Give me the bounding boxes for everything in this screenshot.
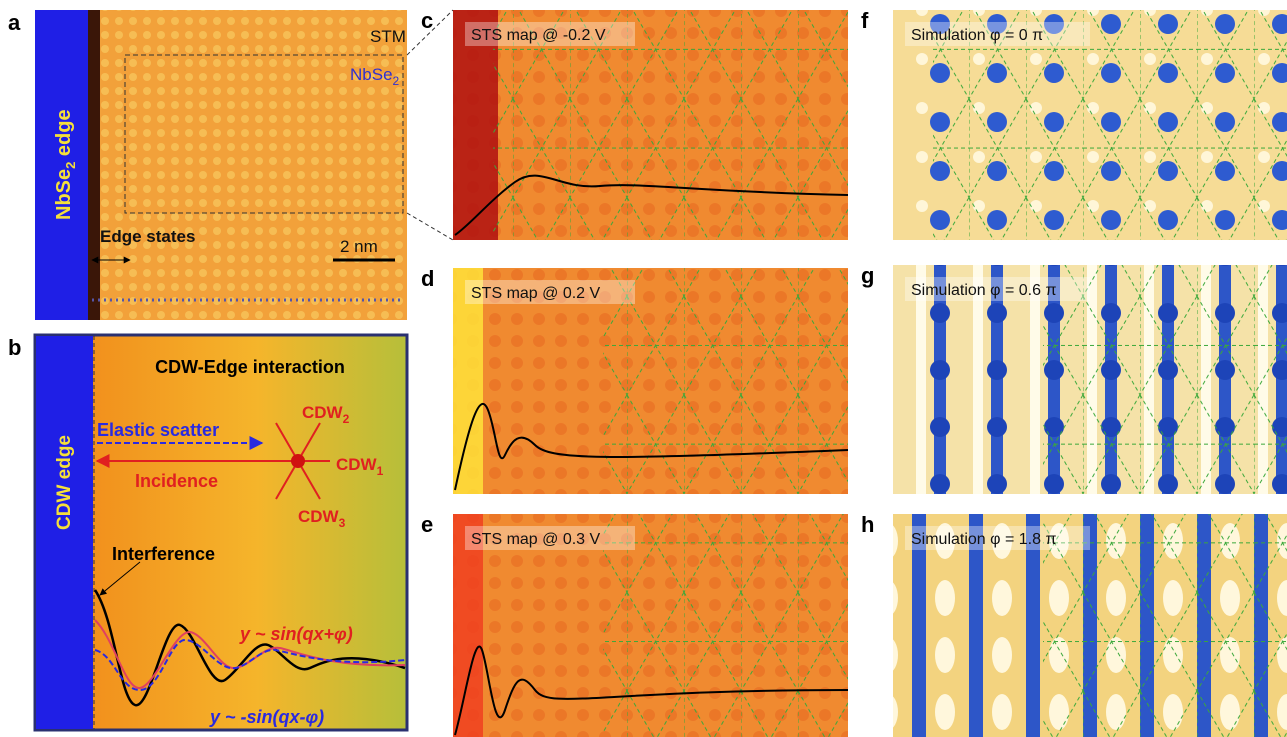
- edge-region: [36, 336, 93, 729]
- label: Elastic scatter: [97, 420, 219, 440]
- label: Incidence: [135, 471, 218, 491]
- panel-letter: b: [8, 335, 21, 360]
- panel-letter: h: [861, 512, 874, 537]
- map-label: STS map @ -0.2 V: [471, 27, 606, 44]
- label: STM: [370, 27, 406, 46]
- grid-overlay: [603, 514, 848, 737]
- map-label: STS map @ 0.2 V: [471, 285, 601, 302]
- panel-a: a STM NbSe2 NbSe2 edge Edge states 2 nm: [8, 10, 407, 320]
- label: Interference: [112, 544, 215, 564]
- scale-label: 2 nm: [340, 237, 378, 256]
- panel-letter: d: [421, 266, 434, 291]
- panel-letter: c: [421, 8, 433, 33]
- source: [291, 454, 305, 468]
- figure: a STM NbSe2 NbSe2 edge Edge states 2 nm …: [0, 0, 1287, 737]
- title: CDW-Edge interaction: [155, 357, 345, 377]
- panel-b: b CDW-Edge interaction CDW edge Elastic …: [8, 335, 407, 730]
- label: Edge states: [100, 227, 195, 246]
- map-label: STS map @ 0.3 V: [471, 531, 601, 548]
- panel-letter: a: [8, 10, 21, 35]
- panel-letter: g: [861, 263, 874, 288]
- edge-label: CDW edge: [54, 435, 75, 530]
- map-label: Simulation φ = 0.6 π: [911, 282, 1056, 299]
- map-label: Simulation φ = 1.8 π: [911, 531, 1056, 548]
- edge-line: [88, 10, 100, 320]
- equation: y ~ sin(qx+φ): [239, 624, 353, 644]
- map-label: Simulation φ = 0 π: [911, 27, 1043, 44]
- maps: STS map @ -0.2 V c STS map @ 0.2 V d STS map…: [421, 8, 1287, 737]
- grid-overlay: [603, 268, 848, 494]
- panel-letter: f: [861, 8, 869, 33]
- equation: y ~ -sin(qx-φ): [209, 707, 324, 727]
- panel-letter: e: [421, 512, 433, 537]
